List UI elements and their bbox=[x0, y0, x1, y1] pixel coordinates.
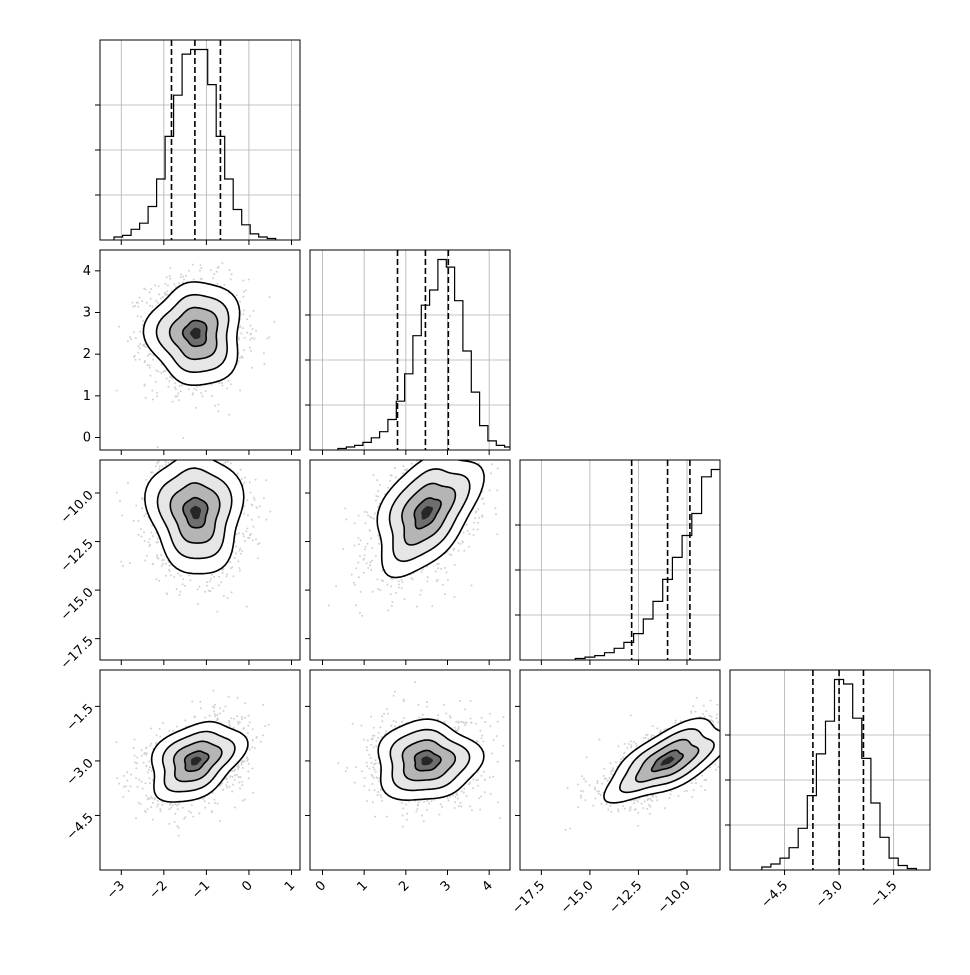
x-tick-label: 0 bbox=[239, 878, 255, 894]
scatter-panel-1-3 bbox=[309, 669, 511, 871]
y-axis-3: −4.5 −3.0 −1.5 bbox=[64, 701, 100, 843]
panel-content bbox=[115, 262, 276, 449]
x-axis-2: −17.5 −15.0 −12.5 −10.0 bbox=[509, 870, 694, 917]
y-tick-label: 4 bbox=[83, 264, 91, 279]
density-fill bbox=[190, 327, 201, 339]
scatter-panel-0-3 bbox=[99, 669, 301, 871]
scatter-panel-0-2 bbox=[99, 459, 301, 661]
panel-content bbox=[327, 460, 499, 617]
x-axis-1: 0 1 2 3 4 bbox=[313, 870, 496, 895]
panel-content bbox=[337, 681, 510, 828]
contour-line bbox=[172, 740, 223, 783]
histogram-step bbox=[113, 48, 277, 240]
x-tick-label: −17.5 bbox=[509, 878, 548, 917]
contour-line bbox=[413, 497, 442, 530]
contour-line bbox=[376, 460, 485, 579]
x-tick-label: 1 bbox=[282, 878, 298, 894]
contour-line bbox=[618, 728, 715, 794]
x-tick-label: −1.5 bbox=[868, 878, 901, 911]
contour-line bbox=[182, 496, 209, 529]
y-tick-label: 1 bbox=[83, 389, 91, 404]
panel-content bbox=[115, 689, 270, 837]
y-tick-label: 0 bbox=[83, 431, 91, 446]
contour-line bbox=[142, 281, 241, 386]
histogram-panel-0 bbox=[95, 39, 301, 241]
x-tick-label: 0 bbox=[313, 878, 329, 894]
contour-line bbox=[413, 749, 442, 772]
panel-frame bbox=[99, 669, 301, 871]
y-tick-label: −3.0 bbox=[64, 756, 97, 789]
y-tick-label: −10.0 bbox=[58, 488, 97, 527]
y-tick-label: 3 bbox=[83, 306, 91, 321]
panel-frame bbox=[729, 669, 931, 871]
histogram-panel-2 bbox=[515, 459, 721, 661]
contour-line bbox=[181, 319, 208, 348]
y-tick-label: −12.5 bbox=[58, 537, 97, 576]
x-tick-label: −3 bbox=[104, 878, 128, 902]
contour-line bbox=[155, 293, 230, 373]
x-tick-label: −1 bbox=[189, 878, 213, 902]
contour-line bbox=[161, 730, 236, 793]
panel-background bbox=[730, 670, 930, 870]
panel-frame bbox=[99, 459, 301, 661]
x-tick-label: −2 bbox=[146, 878, 170, 902]
y-tick-label: −4.5 bbox=[64, 811, 97, 844]
contour-line bbox=[389, 728, 471, 792]
contour-line bbox=[143, 460, 245, 575]
density-fill bbox=[190, 505, 201, 520]
panel-background bbox=[310, 250, 510, 450]
panel-frame bbox=[309, 669, 511, 871]
x-axis-3: −4.5 −3.0 −1.5 bbox=[758, 870, 900, 911]
density-fill bbox=[421, 756, 433, 766]
x-tick-label: −10.0 bbox=[655, 878, 694, 917]
scatter-panel-2-3 bbox=[519, 669, 721, 871]
contour-line bbox=[168, 306, 219, 361]
x-tick-label: −3.0 bbox=[813, 878, 846, 911]
y-tick-label: −17.5 bbox=[58, 634, 97, 673]
panel-frame bbox=[309, 459, 511, 661]
x-tick-label: −4.5 bbox=[758, 878, 791, 911]
contour-line bbox=[150, 720, 249, 803]
contour-line bbox=[603, 717, 720, 804]
histogram-panel-3 bbox=[725, 669, 931, 871]
x-axis-0: −3 −2 −1 0 1 bbox=[104, 870, 298, 902]
x-tick-label: 3 bbox=[438, 878, 454, 894]
panel-frame bbox=[99, 39, 301, 241]
x-tick-label: 1 bbox=[355, 878, 371, 894]
contour-line bbox=[634, 738, 700, 783]
y-axis-2: −17.5 −15.0 −12.5 −10.0 bbox=[58, 488, 100, 672]
x-tick-label: 2 bbox=[396, 878, 412, 894]
y-tick-label: 2 bbox=[83, 347, 91, 362]
contour-line bbox=[401, 482, 457, 546]
panel-frame bbox=[99, 249, 301, 451]
x-tick-label: −15.0 bbox=[558, 878, 597, 917]
scatter-panel-1-2 bbox=[309, 459, 511, 661]
contour-line bbox=[650, 749, 684, 773]
panel-background bbox=[100, 40, 300, 240]
panel-content bbox=[564, 696, 720, 831]
density-fill bbox=[190, 756, 202, 766]
contour-line bbox=[401, 739, 457, 782]
panel-frame bbox=[519, 459, 721, 661]
y-axis-1: 0 1 2 3 4 bbox=[83, 264, 100, 446]
panel-frame bbox=[519, 669, 721, 871]
y-tick-label: −1.5 bbox=[64, 701, 97, 734]
contour-line bbox=[156, 467, 233, 560]
contour-line bbox=[169, 482, 221, 544]
contour-line bbox=[183, 750, 210, 772]
y-tick-label: −15.0 bbox=[58, 585, 97, 624]
histogram-panel-1 bbox=[305, 249, 511, 451]
contour-line bbox=[377, 718, 485, 802]
contour-line bbox=[388, 468, 471, 563]
x-tick-label: 4 bbox=[480, 878, 496, 894]
density-fill bbox=[660, 756, 675, 766]
panel-frame bbox=[309, 249, 511, 451]
x-tick-label: −12.5 bbox=[606, 878, 645, 917]
panel-content bbox=[115, 460, 272, 613]
density-fill bbox=[421, 506, 433, 520]
scatter-panel-0-1 bbox=[99, 249, 301, 451]
